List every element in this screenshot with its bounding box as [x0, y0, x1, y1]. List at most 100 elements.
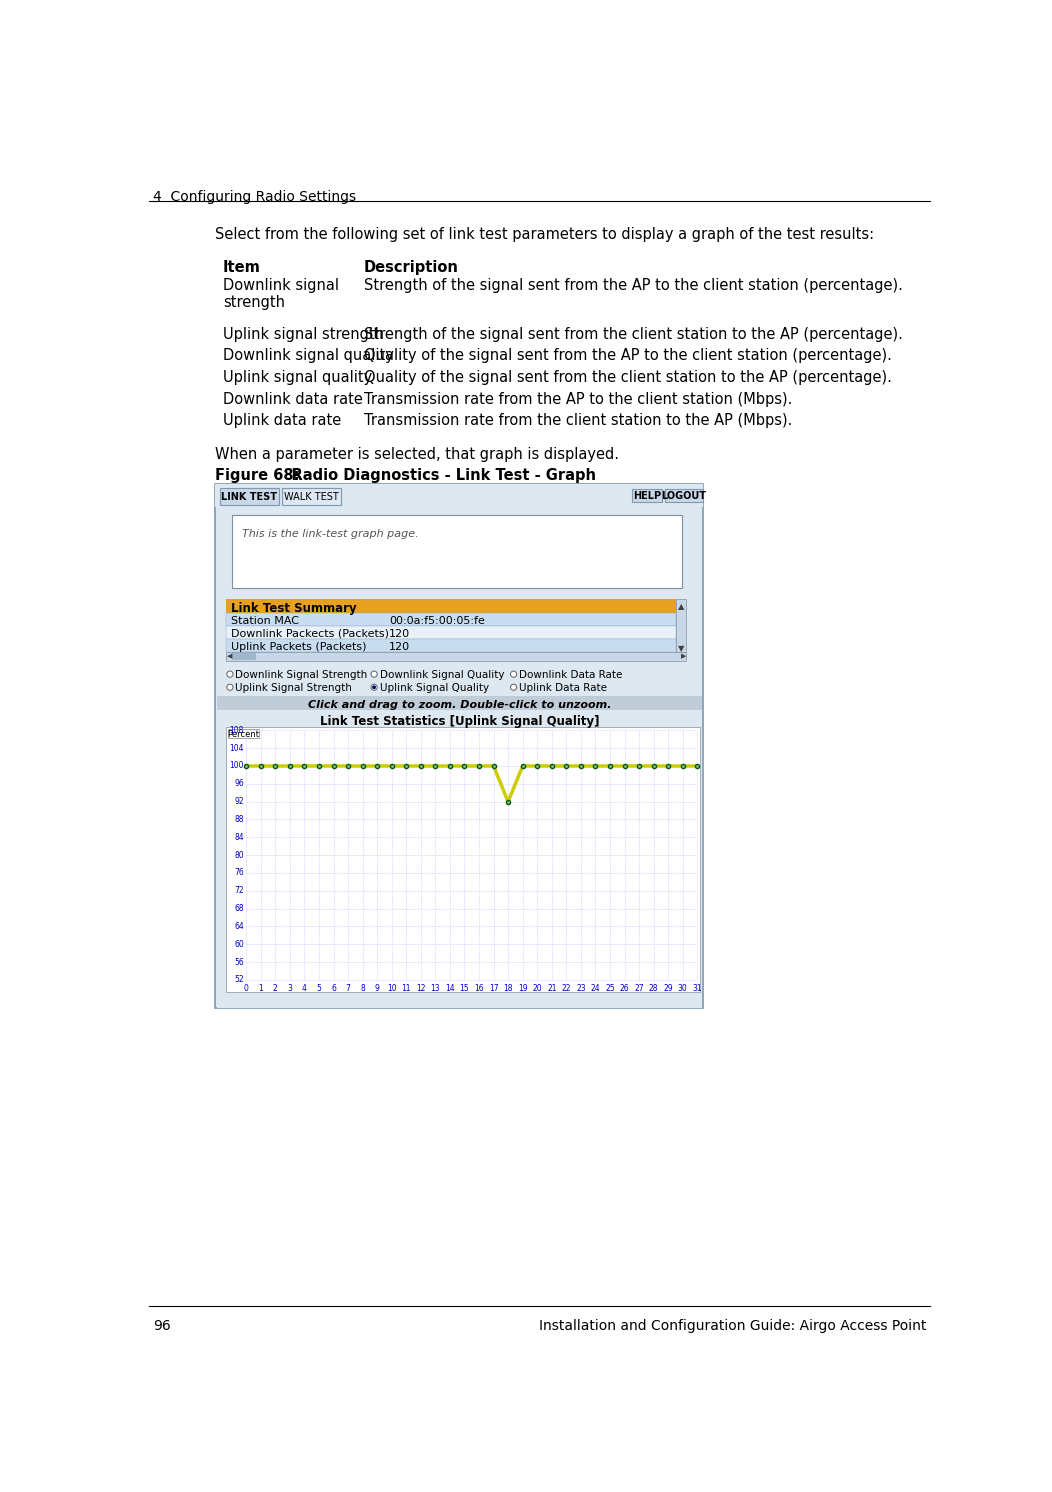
Text: Downlink Signal Quality: Downlink Signal Quality	[380, 670, 504, 679]
Text: 92: 92	[235, 797, 244, 806]
Text: 27: 27	[634, 983, 644, 992]
Text: 60: 60	[235, 940, 244, 949]
Circle shape	[371, 671, 378, 677]
Bar	[217, 507, 702, 1007]
Text: 29: 29	[664, 983, 673, 992]
Text: Uplink signal strength: Uplink signal strength	[223, 327, 384, 342]
Text: Uplink Packets (Packets): Uplink Packets (Packets)	[230, 642, 366, 652]
Circle shape	[371, 685, 378, 691]
Text: Uplink Signal Quality: Uplink Signal Quality	[380, 683, 488, 692]
Bar	[220, 488, 279, 504]
Text: Figure 68:: Figure 68:	[216, 468, 300, 483]
Text: ▶: ▶	[681, 653, 686, 659]
Text: LOGOUT: LOGOUT	[662, 491, 707, 501]
Bar	[216, 483, 704, 1007]
Text: HELP: HELP	[633, 491, 661, 501]
Text: Quality of the signal sent from the AP to the client station (percentage).: Quality of the signal sent from the AP t…	[364, 349, 892, 364]
Text: WALK TEST: WALK TEST	[284, 492, 339, 501]
Text: 3: 3	[287, 983, 292, 992]
Bar	[632, 488, 662, 503]
Text: 64: 64	[235, 922, 244, 931]
Text: 84: 84	[235, 833, 244, 841]
Text: Downlink signal
strength: Downlink signal strength	[223, 278, 339, 310]
Text: 80: 80	[235, 850, 244, 859]
Bar	[226, 639, 675, 652]
Text: Select from the following set of link test parameters to display a graph of the : Select from the following set of link te…	[216, 227, 874, 242]
Text: Downlink data rate: Downlink data rate	[223, 391, 363, 406]
Text: ▲: ▲	[677, 601, 684, 610]
Bar	[226, 652, 686, 661]
Text: ◀: ◀	[227, 653, 232, 659]
Text: 13: 13	[430, 983, 440, 992]
Text: 7: 7	[346, 983, 350, 992]
Text: 2: 2	[272, 983, 278, 992]
Bar	[232, 652, 256, 661]
Bar	[226, 613, 675, 625]
Circle shape	[510, 671, 517, 677]
Text: 96: 96	[154, 1319, 170, 1332]
Text: Uplink Signal Strength: Uplink Signal Strength	[236, 683, 352, 692]
Text: Strength of the signal sent from the client station to the AP (percentage).: Strength of the signal sent from the cli…	[364, 327, 903, 342]
Text: 96: 96	[235, 779, 244, 788]
Text: 20: 20	[532, 983, 542, 992]
Text: ▼: ▼	[677, 645, 684, 653]
Text: Strength of the signal sent from the AP to the client station (percentage).: Strength of the signal sent from the AP …	[364, 278, 903, 292]
Text: 10: 10	[387, 983, 397, 992]
Text: Uplink signal quality: Uplink signal quality	[223, 370, 372, 385]
Text: 6: 6	[331, 983, 336, 992]
Text: 19: 19	[518, 983, 527, 992]
Text: 52: 52	[235, 976, 244, 985]
Bar	[226, 598, 675, 613]
Text: Downlink Packects (Packets): Downlink Packects (Packets)	[230, 628, 388, 639]
Text: Radio Diagnostics - Link Test - Graph: Radio Diagnostics - Link Test - Graph	[271, 468, 596, 483]
Text: 68: 68	[235, 904, 244, 913]
Circle shape	[510, 685, 517, 691]
Text: 8: 8	[360, 983, 365, 992]
Text: 4  Configuring Radio Settings: 4 Configuring Radio Settings	[154, 189, 357, 204]
Text: Click and drag to zoom. Double-click to unzoom.: Click and drag to zoom. Double-click to …	[307, 700, 611, 710]
Bar	[216, 483, 704, 507]
Text: 17: 17	[489, 983, 499, 992]
Text: 12: 12	[416, 983, 426, 992]
Text: Link Test Summary: Link Test Summary	[230, 601, 357, 615]
Text: 72: 72	[235, 886, 244, 895]
Text: 100: 100	[229, 761, 244, 770]
Circle shape	[227, 671, 234, 677]
Text: This is the link-test graph page.: This is the link-test graph page.	[242, 528, 419, 539]
Bar	[232, 515, 682, 588]
Text: 1: 1	[259, 983, 263, 992]
Text: 22: 22	[562, 983, 571, 992]
Text: Transmission rate from the AP to the client station (Mbps).: Transmission rate from the AP to the cli…	[364, 391, 792, 406]
Bar	[226, 727, 701, 992]
Text: Percent: Percent	[227, 731, 259, 740]
Text: Quality of the signal sent from the client station to the AP (percentage).: Quality of the signal sent from the clie…	[364, 370, 892, 385]
Text: 120: 120	[389, 642, 410, 652]
Bar	[226, 625, 675, 639]
Text: 76: 76	[235, 868, 244, 877]
Text: Installation and Configuration Guide: Airgo Access Point: Installation and Configuration Guide: Ai…	[540, 1319, 927, 1332]
Text: 26: 26	[620, 983, 629, 992]
Circle shape	[372, 685, 376, 689]
Text: Transmission rate from the client station to the AP (Mbps).: Transmission rate from the client statio…	[364, 413, 792, 428]
Bar	[665, 488, 704, 503]
Bar	[227, 728, 259, 739]
Text: 28: 28	[649, 983, 659, 992]
Text: 16: 16	[474, 983, 484, 992]
Text: Description: Description	[364, 260, 459, 275]
Text: 108: 108	[229, 727, 244, 736]
Text: 88: 88	[235, 815, 244, 824]
Text: 104: 104	[229, 743, 244, 752]
Text: Item: Item	[223, 260, 261, 275]
Text: 9: 9	[375, 983, 380, 992]
Text: Downlink Signal Strength: Downlink Signal Strength	[236, 670, 367, 679]
Text: 31: 31	[692, 983, 702, 992]
Text: 14: 14	[445, 983, 454, 992]
Text: Station MAC: Station MAC	[230, 616, 299, 625]
Text: LINK TEST: LINK TEST	[221, 492, 278, 501]
Text: 30: 30	[677, 983, 688, 992]
Bar	[217, 667, 702, 695]
Text: 4: 4	[302, 983, 307, 992]
Text: 23: 23	[576, 983, 586, 992]
Text: 56: 56	[235, 958, 244, 967]
Text: Uplink data rate: Uplink data rate	[223, 413, 341, 428]
